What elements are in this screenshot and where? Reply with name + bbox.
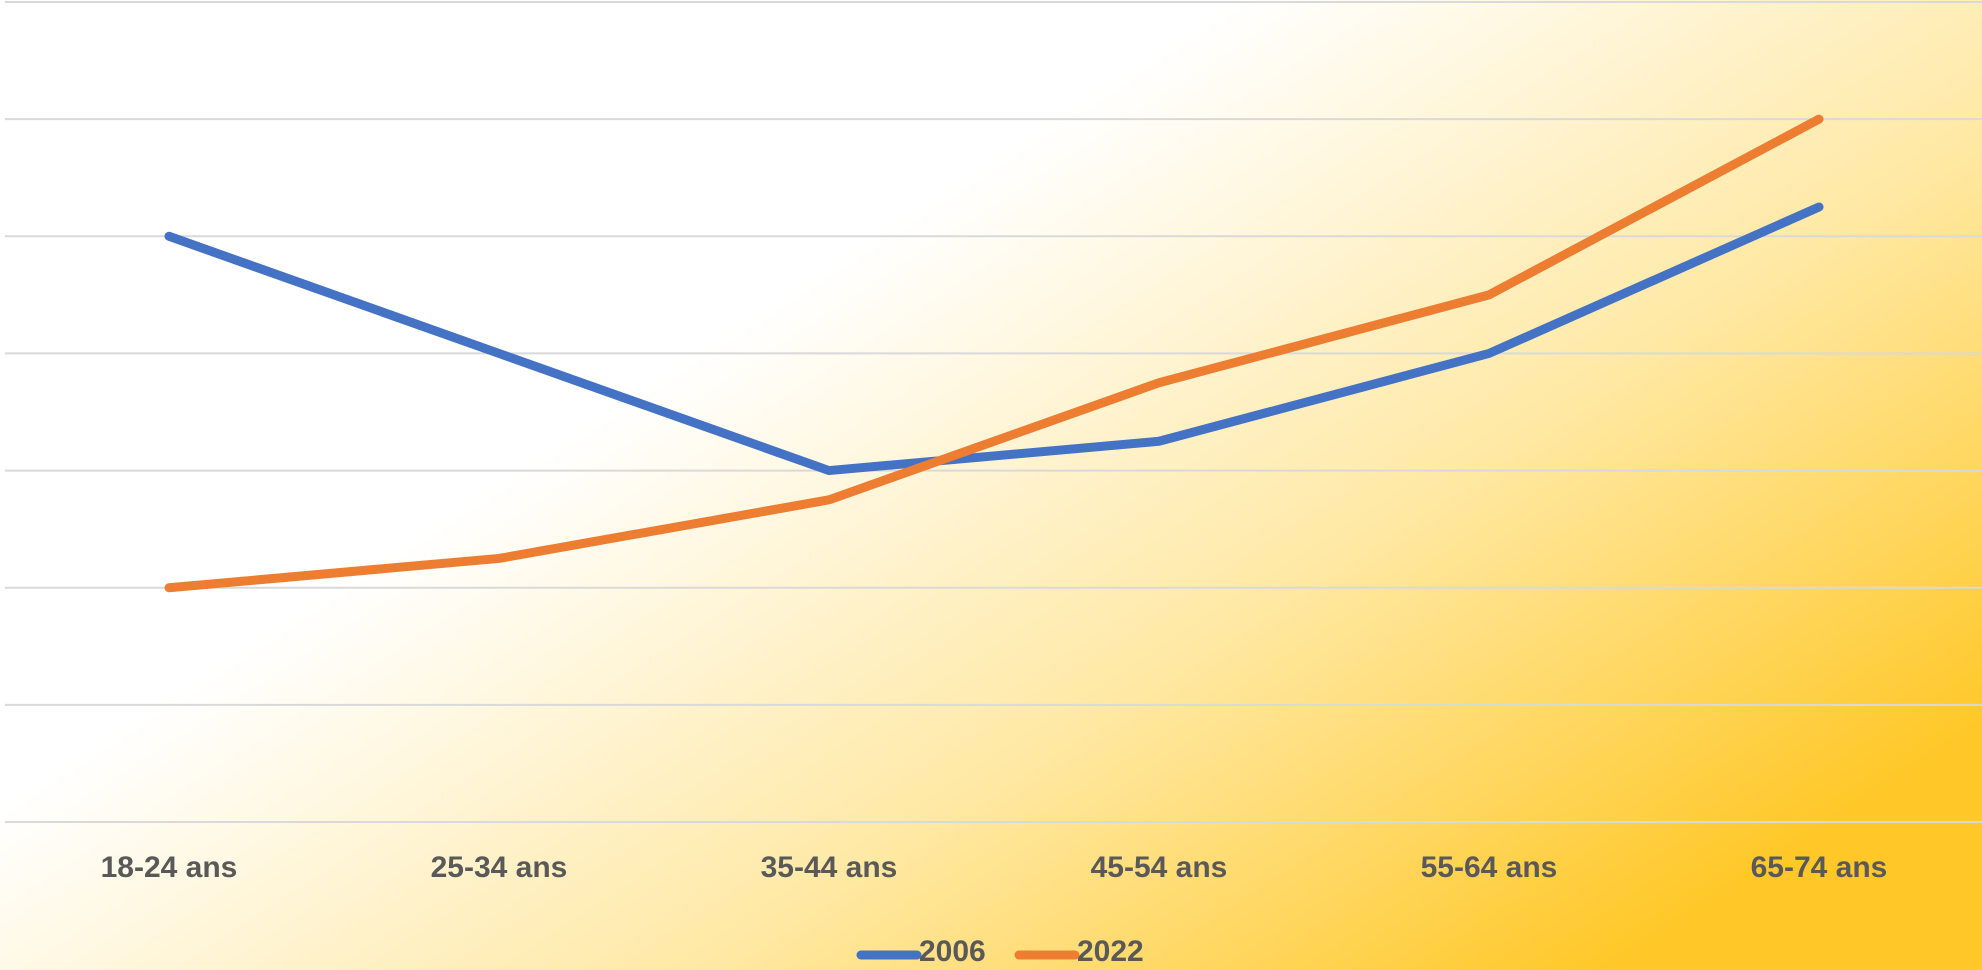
x-tick-label: 45-54 ans — [1091, 851, 1228, 884]
x-tick-label: 18-24 ans — [101, 851, 238, 884]
x-tick-label: 65-74 ans — [1751, 851, 1888, 884]
legend-label: 2006 — [919, 935, 986, 968]
x-tick-label: 25-34 ans — [431, 851, 568, 884]
line-series — [164, 202, 1824, 476]
line-series — [164, 114, 1824, 593]
x-tick-label: 55-64 ans — [1421, 851, 1558, 884]
legend-label: 2022 — [1077, 935, 1144, 968]
x-tick-label: 35-44 ans — [761, 851, 898, 884]
